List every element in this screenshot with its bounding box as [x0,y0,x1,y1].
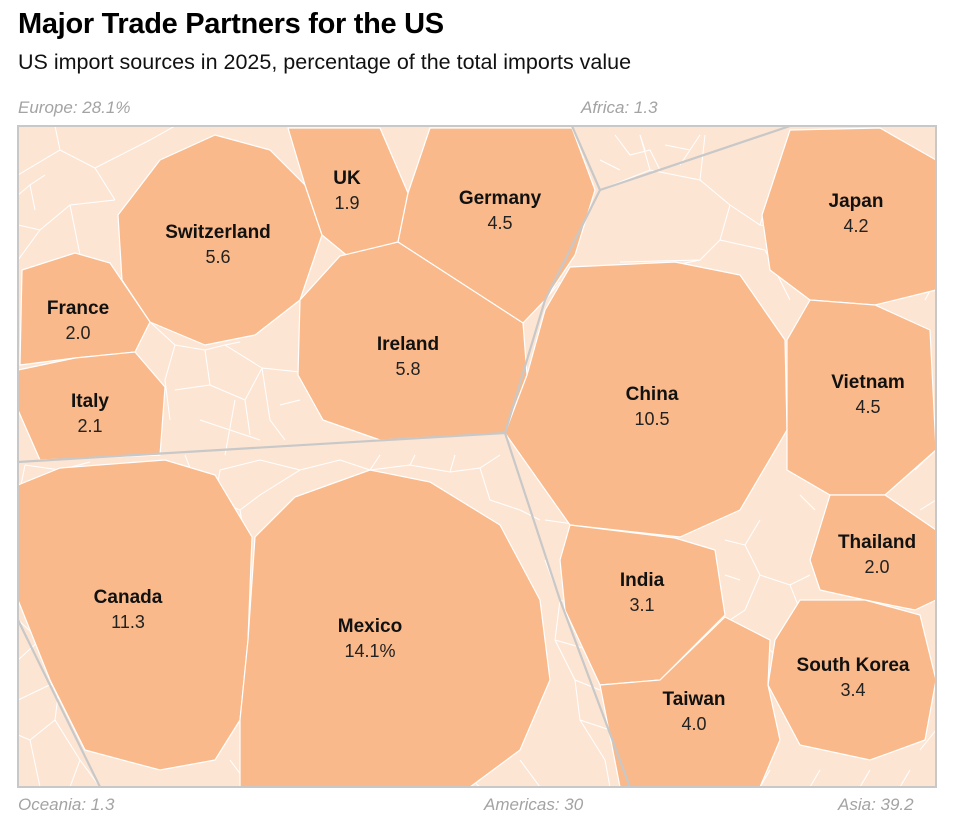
region-border-europe-asia [503,125,602,434]
cell-label-canada: Canada [94,587,163,608]
cell-china [504,261,788,538]
cell-italy [17,351,166,461]
cell-value-italy: 2.1 [77,416,102,436]
chart-frame [17,125,937,788]
cell-label-south-korea: South Korea [797,655,910,676]
region-border-europe-americas [17,431,506,464]
region-border-oceania [17,619,101,788]
region-label-oceania: Oceania: 1.3 [18,795,115,814]
cell-value-canada: 11.3 [111,612,145,632]
cell-label-ireland: Ireland [377,334,439,355]
cell-value-india: 3.1 [629,595,654,615]
cell-label-switzerland: Switzerland [165,222,271,243]
cell-label-india: India [620,570,665,591]
cell-label-vietnam: Vietnam [831,372,905,393]
country-cells [17,127,937,788]
cell-switzerland [117,134,323,346]
cell-value-south-korea: 3.4 [840,680,865,700]
chart-subtitle: US import sources in 2025, percentage of… [18,50,632,74]
cell-label-china: China [626,384,679,405]
cell-label-uk: UK [333,168,361,189]
cell-value-switzerland: 5.6 [205,247,230,267]
cell-value-ireland: 5.8 [395,359,420,379]
cell-south-korea [767,599,937,761]
cell-label-italy: Italy [71,391,109,412]
cell-value-germany: 4.5 [487,213,512,233]
cell-value-vietnam: 4.5 [855,397,880,417]
region-label-americas: Americas: 30 [484,795,584,814]
region-label-asia: Asia: 39.2 [838,795,914,814]
region-label-europe: Europe: 28.1% [18,98,131,117]
cell-label-germany: Germany [459,188,542,209]
cell-label-mexico: Mexico [338,616,402,637]
region-border-africa-asia [599,124,791,192]
cell-thailand [809,494,937,611]
region-borders [17,124,791,788]
cell-mexico [239,469,551,788]
cell-value-taiwan: 4.0 [681,714,706,734]
cell-value-thailand: 2.0 [864,557,889,577]
region-label-africa: Africa: 1.3 [581,98,658,117]
cell-france [19,252,151,366]
cell-label-taiwan: Taiwan [663,689,726,710]
cell-value-mexico: 14.1% [344,641,395,661]
cell-value-uk: 1.9 [334,193,359,213]
cell-label-france: France [47,298,109,319]
cell-label-japan: Japan [829,191,884,212]
country-labels: Switzerland 5.6 UK 1.9 Germany 4.5 France 2.0 Ir… [47,168,916,734]
cell-value-japan: 4.2 [843,216,868,236]
chart-title: Major Trade Partners for the US [18,8,444,40]
cell-value-china: 10.5 [634,409,669,429]
cell-label-thailand: Thailand [838,532,916,553]
region-border-americas-asia [503,432,632,788]
cell-value-france: 2.0 [65,323,90,343]
